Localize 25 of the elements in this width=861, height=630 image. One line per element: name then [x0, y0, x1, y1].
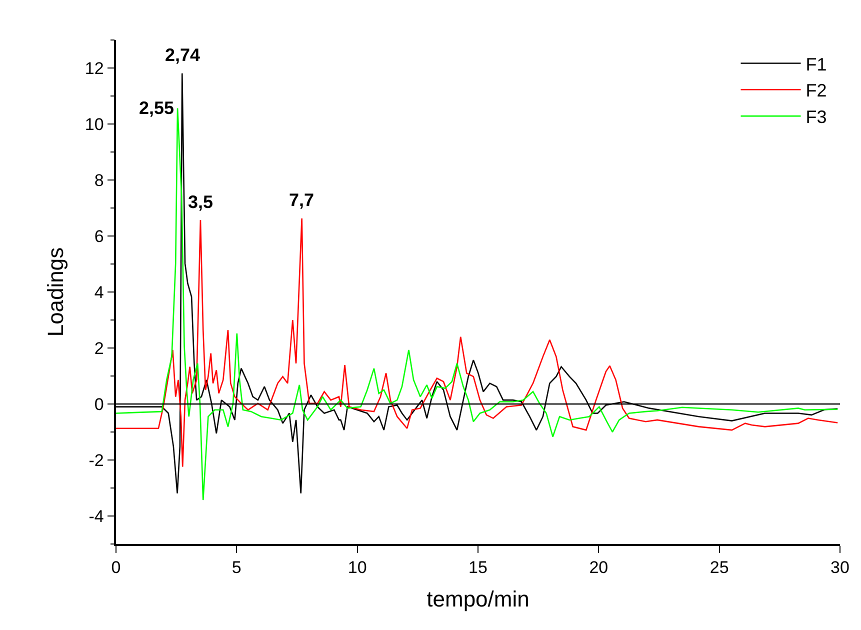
- x-axis-title: tempo/min: [426, 586, 530, 612]
- y-tick-label: -2: [88, 450, 104, 470]
- x-tick-label: 25: [710, 558, 729, 578]
- y-tick-label: 8: [94, 170, 104, 190]
- y-axis-title: Loadings: [43, 247, 68, 337]
- y-tick-label: 10: [84, 114, 104, 134]
- annotation: 2,55: [139, 98, 174, 118]
- y-tick-label: 4: [94, 282, 104, 302]
- x-tick-label: 15: [468, 558, 488, 578]
- annotation: 2,74: [165, 45, 200, 65]
- y-tick-label: 12: [84, 58, 104, 78]
- x-tick-label: 20: [589, 558, 608, 578]
- y-tick-label: 2: [94, 338, 104, 358]
- x-tick-label: 0: [111, 558, 121, 578]
- annotation: 3,5: [188, 192, 214, 212]
- x-tick-label: 5: [232, 558, 242, 578]
- annotation: 7,7: [289, 190, 314, 210]
- x-tick-label: 10: [348, 558, 367, 578]
- legend-label: F2: [806, 80, 827, 101]
- y-tick-label: 6: [94, 226, 104, 246]
- legend-label: F1: [806, 54, 827, 74]
- x-tick-label: 30: [830, 558, 850, 578]
- y-tick-label: 0: [94, 394, 104, 414]
- y-tick-label: -4: [88, 506, 104, 526]
- legend-label: F3: [806, 107, 827, 128]
